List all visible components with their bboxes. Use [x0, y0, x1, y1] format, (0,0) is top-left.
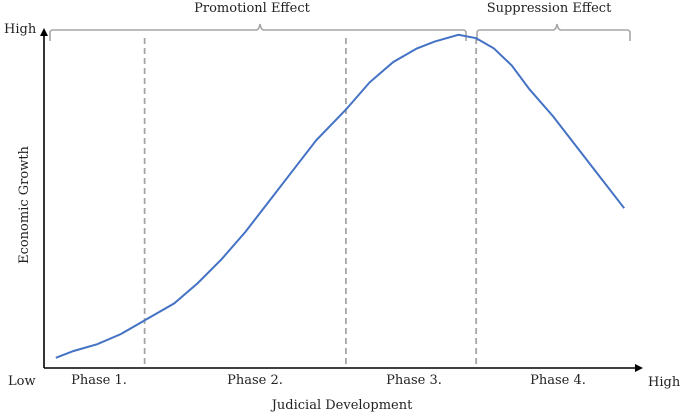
- growth-curve-line: [55, 33, 625, 359]
- phase-2-label: Phase 2.: [227, 373, 283, 388]
- origin-low-label: Low: [8, 374, 36, 389]
- y-axis-title: Economic Growth: [17, 145, 32, 263]
- x-axis-arrow-icon: [635, 364, 643, 372]
- promotion-effect-label: Promotionl Effect: [194, 1, 311, 16]
- phase-dividers: [143, 38, 478, 368]
- suppression-effect-brace: [476, 23, 631, 41]
- promotion-effect-brace: [49, 23, 467, 41]
- x-axis-title: Judicial Development: [270, 398, 413, 413]
- phase-1-label: Phase 1.: [71, 373, 127, 388]
- phase-3-label: Phase 3.: [386, 373, 442, 388]
- y-axis-high-label: High: [4, 22, 37, 37]
- phase-4-label: Phase 4.: [530, 373, 586, 388]
- x-axis-high-label: High: [648, 375, 681, 390]
- suppression-effect-label: Suppression Effect: [487, 1, 612, 16]
- y-axis-arrow-icon: [40, 28, 48, 36]
